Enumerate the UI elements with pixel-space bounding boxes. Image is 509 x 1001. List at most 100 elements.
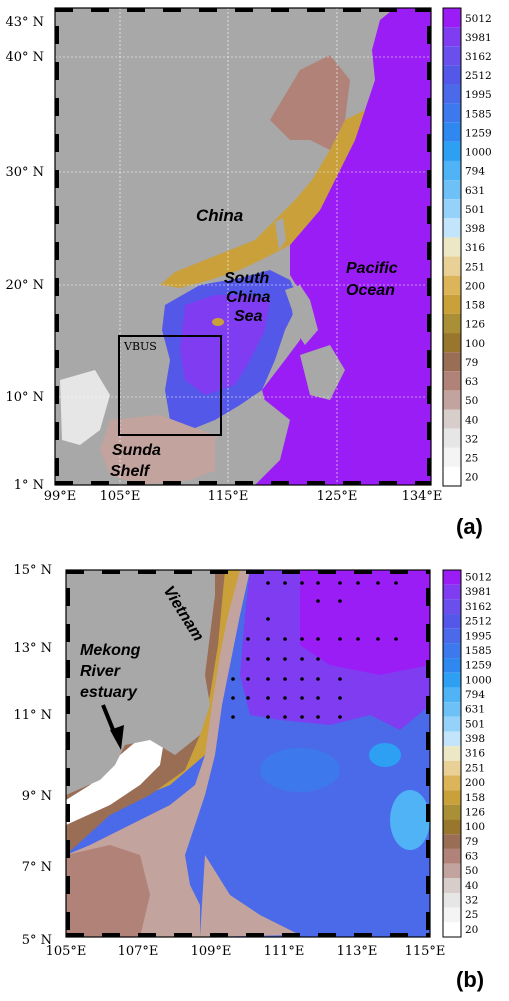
- station-dot: [266, 637, 270, 641]
- colorbar-label: 63: [465, 376, 478, 388]
- station-dot: [338, 715, 342, 719]
- lon-tick-a-3: 125°E: [317, 489, 358, 500]
- frame-tick: [55, 134, 59, 152]
- frame-tick: [415, 481, 431, 485]
- frame-tick: [55, 314, 59, 332]
- station-dot: [246, 657, 250, 661]
- station-dot: [231, 677, 235, 681]
- colorbar-swatch: [443, 466, 461, 486]
- colorbar-swatch: [443, 570, 461, 585]
- colorbar-label: 100: [465, 338, 485, 350]
- frame-tick: [318, 570, 336, 574]
- colorbar-swatch: [443, 294, 461, 314]
- colorbar-label: 1995: [465, 89, 492, 101]
- frame-tick: [246, 933, 264, 937]
- colorbar-swatch: [443, 256, 461, 276]
- lon-tick-a-0: 99°E: [44, 489, 77, 500]
- label-mekong-2: River: [80, 663, 121, 680]
- frame-tick: [426, 840, 430, 858]
- frame-tick: [318, 933, 336, 937]
- colorbar-swatch: [443, 84, 461, 104]
- label-pacific-1: Pacific: [346, 260, 398, 277]
- map-b-svg: Vietnam Mekong River estuary 15° N 13° N…: [13, 563, 492, 959]
- sunda-b: [66, 845, 150, 937]
- mindanao-land: [300, 345, 345, 400]
- colorbar-label: 631: [465, 704, 485, 716]
- lon-ticks-b: 105°E 107°E 109°E 111°E 113°E 115°E: [46, 944, 446, 959]
- frame-tick: [66, 840, 70, 858]
- frame-tick: [55, 8, 73, 12]
- lon-tick-b-0: 105°E: [46, 944, 87, 959]
- colorbar-label: 200: [465, 280, 485, 292]
- lat-tick-a-0: 43° N: [5, 15, 44, 30]
- colorbar-swatch: [443, 313, 461, 334]
- frame-tick: [282, 933, 300, 937]
- lat-tick-b-0: 15° N: [13, 563, 52, 578]
- vbus-box: [118, 335, 222, 436]
- lon-ticks-a: 99°E 105°E 115°E 125°E 134°E: [44, 489, 443, 504]
- station-dot: [316, 581, 320, 585]
- frame-tick: [343, 8, 361, 12]
- station-dot: [376, 581, 380, 585]
- frame-tick: [199, 481, 217, 485]
- mekong-plume: [66, 730, 165, 825]
- frame-tick: [55, 242, 59, 260]
- station-dot: [266, 677, 270, 681]
- frame-tick: [427, 26, 431, 44]
- frame-tick: [66, 804, 70, 822]
- colorbar-swatch: [443, 643, 461, 659]
- lat-tick-a-5: 1° N: [14, 478, 44, 493]
- frame-tick: [102, 933, 120, 937]
- colorbar-swatch: [443, 848, 461, 864]
- colorbar-label: 794: [465, 166, 485, 178]
- lon-tick-b-2: 109°E: [191, 944, 232, 959]
- frame-tick: [66, 912, 70, 930]
- station-dot: [300, 696, 304, 700]
- colorbar-b: 5012 3981 3162 2512 1995 1585 1259 1000 794 631 50…: [442, 569, 492, 938]
- patch-b-1: [260, 748, 340, 792]
- colorbar-swatch: [443, 584, 461, 600]
- frame-tick: [55, 206, 59, 224]
- colorbar-label: 1000: [465, 674, 492, 686]
- frame-tick: [427, 422, 431, 440]
- frame-tick: [426, 588, 430, 606]
- colorbar-label: 25: [465, 909, 478, 921]
- frame-tick: [66, 732, 70, 750]
- station-dot: [338, 599, 342, 603]
- station-dot: [246, 637, 250, 641]
- frame-tick: [426, 804, 430, 822]
- colorbar-swatch: [443, 390, 461, 410]
- deepest-region-b: [300, 570, 430, 675]
- lat-tick-a-3: 20° N: [5, 278, 44, 293]
- frame-tick: [427, 134, 431, 152]
- colorbar-label: 158: [465, 792, 485, 804]
- lon-tick-a-2: 115°E: [208, 489, 249, 500]
- colorbar-label: 63: [465, 850, 478, 862]
- station-dot: [300, 581, 304, 585]
- frame-tick: [66, 768, 70, 786]
- frame-tick: [426, 570, 430, 574]
- patch-b-2: [390, 790, 430, 850]
- colorbar-label: 251: [465, 762, 485, 774]
- colorbar-label: 158: [465, 300, 485, 312]
- frame-tick: [174, 933, 192, 937]
- colorbar-label: 794: [465, 689, 485, 701]
- colorbar-label: 5012: [465, 13, 492, 25]
- colorbar-label: 50: [465, 865, 478, 877]
- colorbar-swatch: [443, 804, 461, 820]
- lat-ticks-b: 15° N 13° N 11° N 9° N 7° N 5° N: [13, 563, 52, 948]
- frame-tick: [138, 933, 156, 937]
- colorbar-label: 20: [465, 924, 478, 936]
- frame-tick: [235, 8, 253, 12]
- colorbar-swatch: [443, 746, 461, 761]
- frame-tick: [390, 570, 408, 574]
- frame-tick: [307, 8, 325, 12]
- colorbar-swatch: [443, 218, 461, 238]
- lat-tick-b-4: 7° N: [22, 860, 52, 875]
- frame-tick: [127, 481, 145, 485]
- frame-tick: [379, 8, 397, 12]
- frame-tick: [246, 570, 264, 574]
- colorbar-label: 1259: [465, 660, 492, 672]
- lon-tick-b-4: 113°E: [337, 944, 378, 959]
- frame-tick: [427, 98, 431, 116]
